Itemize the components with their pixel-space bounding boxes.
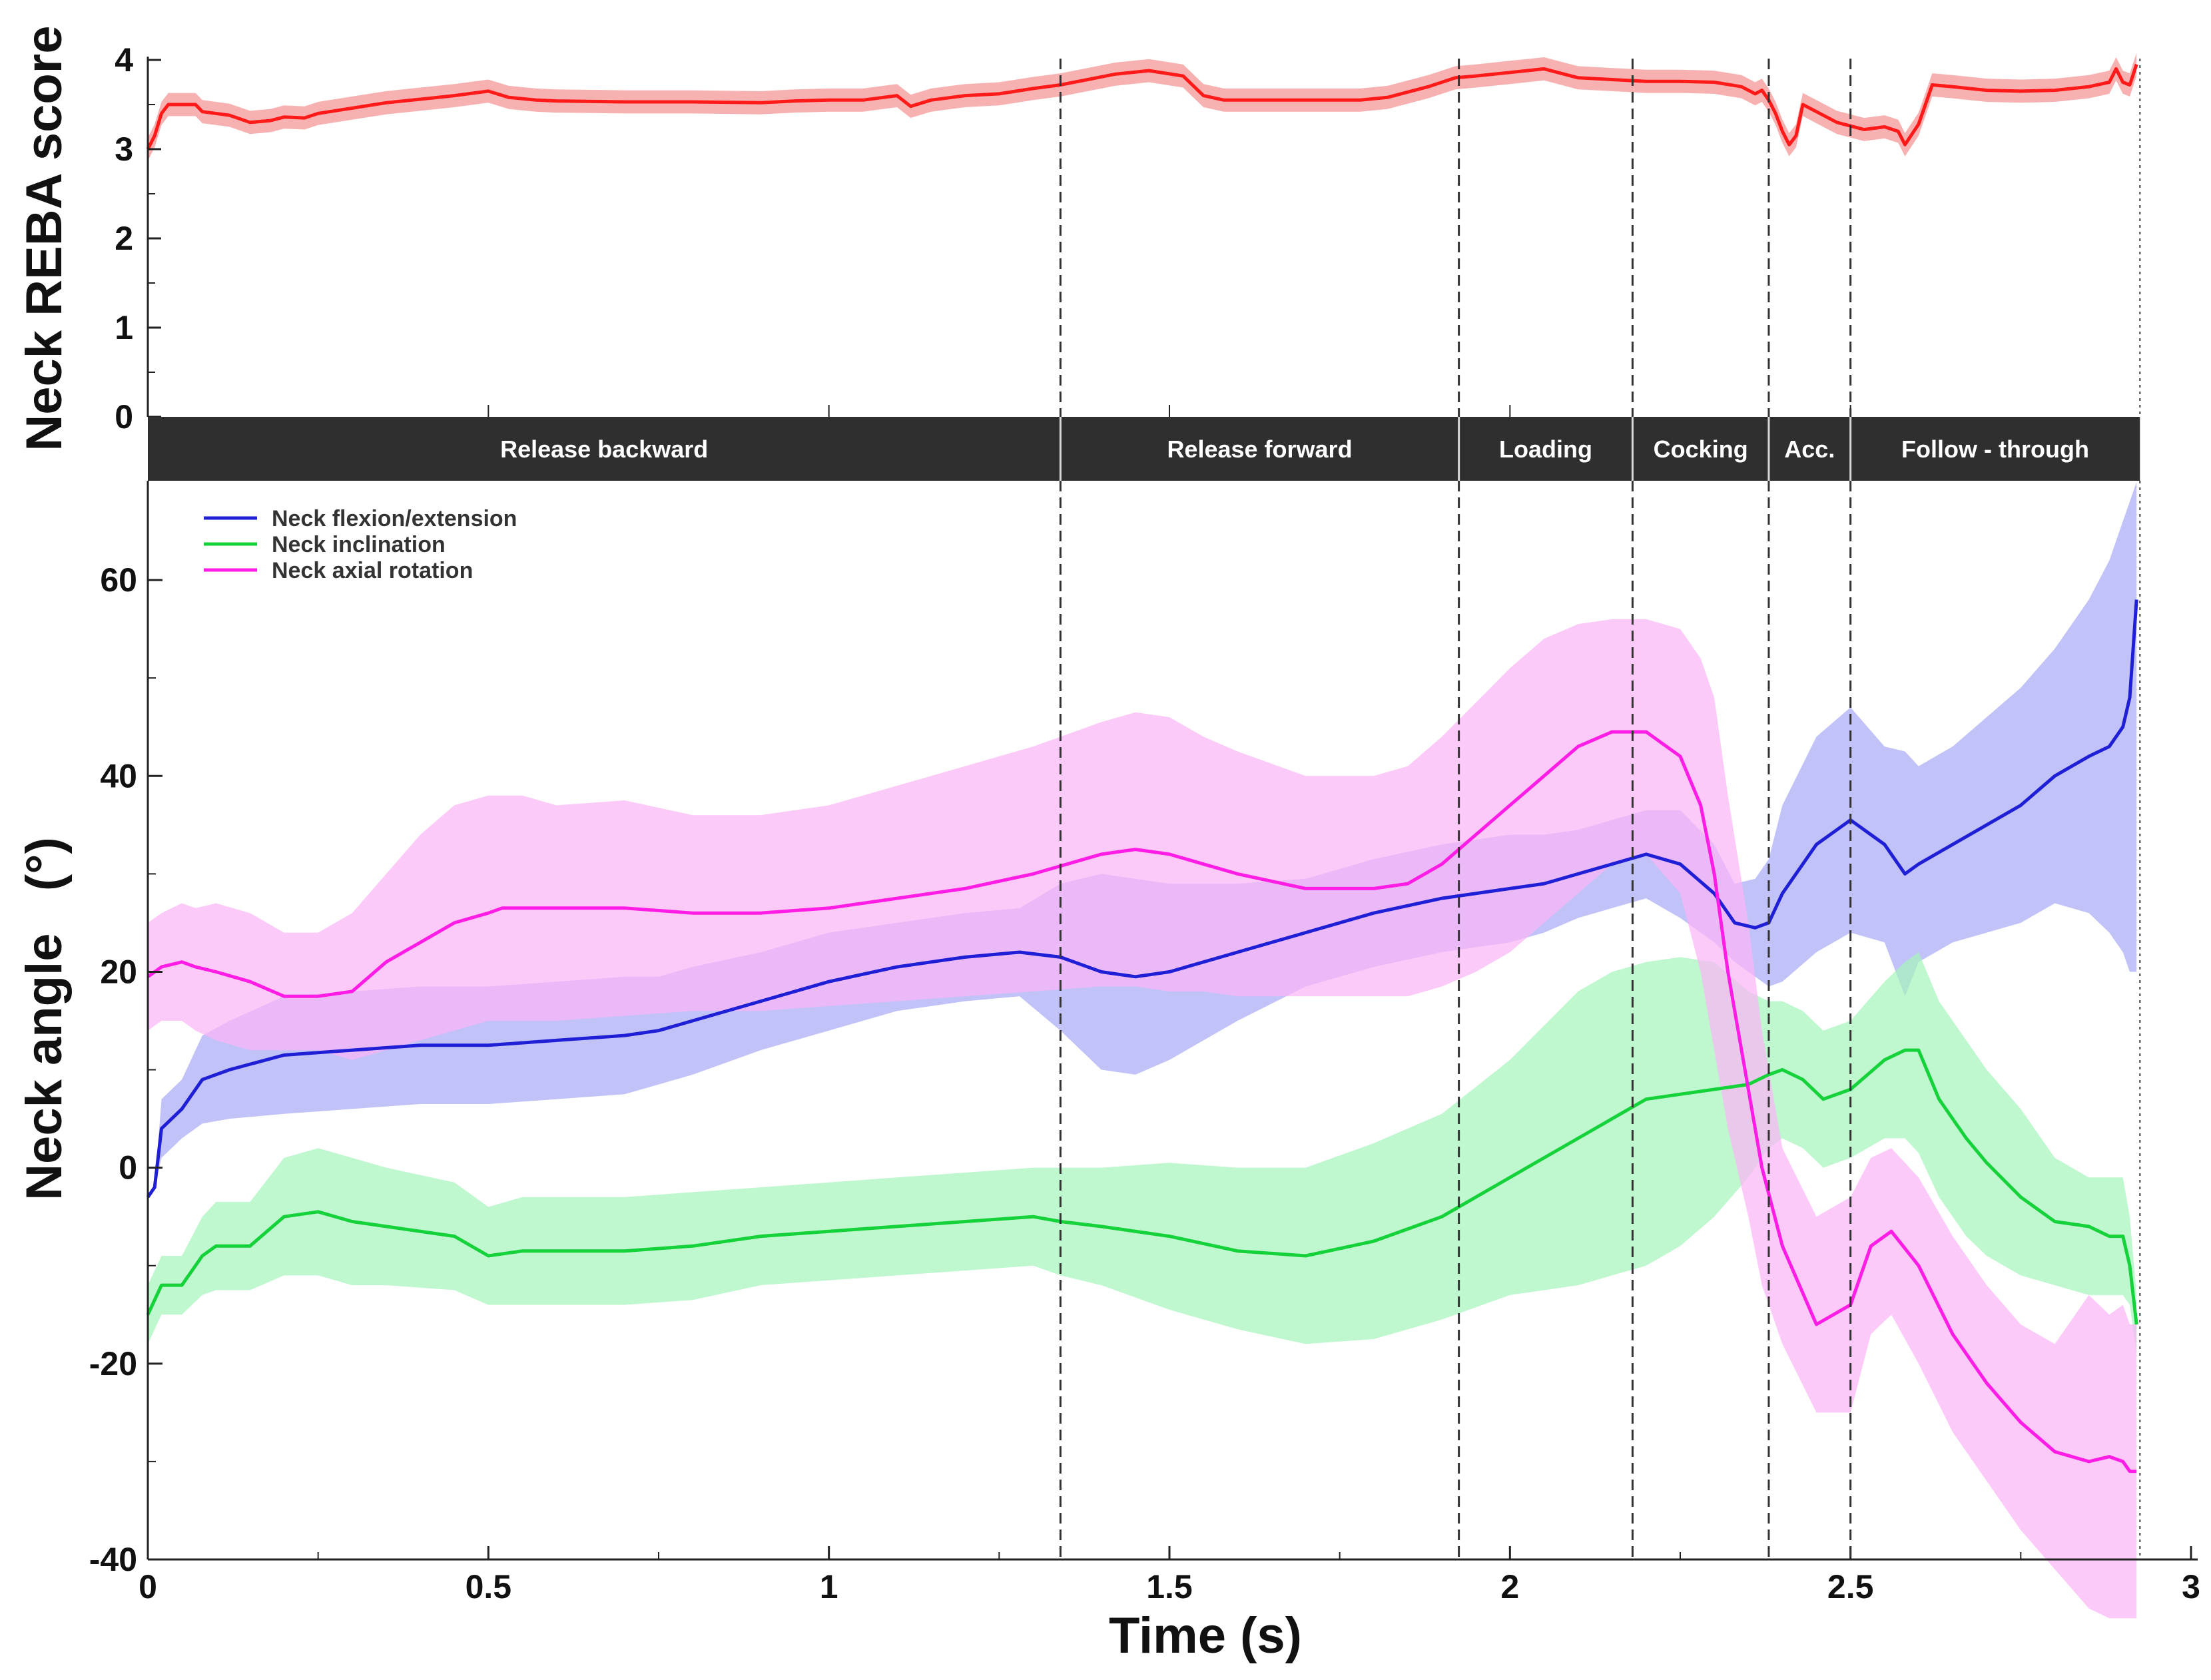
band-neck-flexion-extension — [148, 482, 2137, 1197]
x-tick-label: 0 — [139, 1568, 157, 1605]
bottom-axes: -40 -20 0 20 40 60 0 0.5 1 1.5 2 2.5 3 — [89, 481, 2200, 1605]
band-neck-inclination — [148, 952, 2137, 1354]
series-line-neck-inclination — [146, 1048, 2138, 1325]
top-lines — [146, 63, 2138, 150]
phase-label-follow-through: Follow - through — [1901, 435, 2089, 463]
phase-lines — [1059, 59, 2141, 1559]
x-tick-label: 2 — [1500, 1568, 1519, 1605]
legend-label-neck-axial-rotation: Neck axial rotation — [272, 558, 473, 583]
bottom-lines — [146, 599, 2138, 1474]
y-tick-label: 40 — [100, 757, 137, 794]
phase-label-release-forward: Release forward — [1167, 435, 1352, 463]
y-tick-label: 0 — [119, 1149, 137, 1187]
phase-label-acc: Acc. — [1784, 435, 1835, 463]
series-line-neck-axial-rotation — [147, 730, 2137, 1474]
phase-bar: Release backward Release forward Loading Co… — [148, 417, 2140, 481]
top-y-tick-label: 1 — [115, 309, 133, 346]
top-y-tick-label: 4 — [115, 41, 133, 79]
top-panel: 0 1 2 3 4 — [115, 41, 2138, 435]
phase-label-cocking: Cocking — [1654, 435, 1748, 463]
y-tick-label: -40 — [89, 1541, 137, 1578]
x-axis-title: Time (s) — [1109, 1607, 1302, 1664]
top-y-tick-label: 2 — [115, 220, 133, 257]
top-axes: 0 1 2 3 4 — [115, 41, 1851, 435]
phase-bar-background — [148, 417, 2140, 481]
x-tick-label: 3 — [2182, 1568, 2200, 1605]
x-tick-label: 0.5 — [466, 1568, 512, 1605]
top-y-axis-title: Neck REBA score — [16, 25, 73, 451]
bottom-bands — [148, 482, 2137, 1619]
phase-label-loading: Loading — [1499, 435, 1592, 463]
legend-label-neck-flexion-extension: Neck flexion/extension — [272, 506, 517, 531]
top-y-tick-label: 3 — [115, 131, 133, 168]
y-tick-label: 20 — [100, 953, 137, 990]
series-line-neck-flexion-extension — [146, 599, 2138, 1199]
bottom-panel: -40 -20 0 20 40 60 0 0.5 1 1.5 2 2.5 3 — [89, 481, 2200, 1619]
x-tick-label: 2.5 — [1827, 1568, 1874, 1605]
x-tick-label: 1 — [820, 1568, 838, 1605]
axis-titles: Neck REBA score Neck angle (°) Time (s) — [16, 25, 1302, 1664]
y-tick-label: -20 — [89, 1345, 137, 1382]
bottom-y-axis-title: Neck angle (°) — [16, 837, 73, 1201]
x-tick-label: 1.5 — [1146, 1568, 1193, 1605]
legend-label-neck-inclination: Neck inclination — [272, 532, 446, 557]
y-tick-label: 60 — [100, 561, 137, 599]
band-neck-axial-rotation — [148, 619, 2137, 1619]
top-y-tick-label: 0 — [115, 398, 133, 435]
phase-label-release-backward: Release backward — [500, 435, 708, 463]
series-line-neck-reba-score — [146, 63, 2138, 150]
